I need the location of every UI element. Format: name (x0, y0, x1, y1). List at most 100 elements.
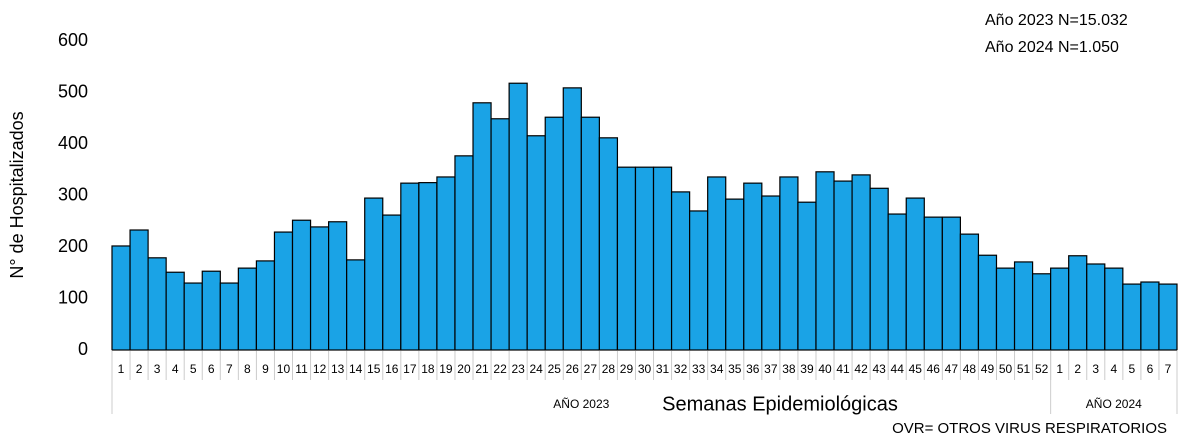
x-tick-label: 19 (439, 362, 453, 376)
bar (652, 166, 673, 351)
x-tick-label: 16 (385, 362, 399, 376)
bar (183, 282, 203, 351)
bar (923, 216, 943, 351)
annotation: Año 2023 N=15.032 (985, 12, 1128, 29)
bar (670, 191, 691, 351)
x-tick-label: 35 (728, 362, 742, 376)
group-label: AÑO 2023 (553, 397, 609, 411)
x-tick-label: 38 (782, 362, 796, 376)
x-tick-label: 43 (872, 362, 886, 376)
bar (707, 176, 727, 351)
x-tick-label: 36 (746, 362, 760, 376)
x-tick-label: 2 (1074, 362, 1081, 376)
bar (995, 267, 1016, 351)
bar (833, 180, 853, 351)
bar (508, 82, 528, 351)
bar (1104, 267, 1124, 351)
x-tick-label: 23 (511, 362, 525, 376)
x-tick-label: 12 (313, 362, 327, 376)
bar (779, 176, 799, 351)
bar (291, 219, 312, 351)
bar (346, 259, 366, 351)
x-tick-label: 27 (584, 362, 598, 376)
x-tick-label: 30 (638, 362, 652, 376)
bar (959, 233, 980, 351)
bar (364, 197, 384, 351)
bar (598, 137, 619, 351)
x-tick-label: 47 (945, 362, 959, 376)
bar (725, 198, 745, 351)
bar (237, 267, 258, 351)
x-tick-label: 33 (692, 362, 706, 376)
bar (526, 135, 546, 351)
bar (147, 257, 167, 351)
y-tick-label: 400 (58, 133, 88, 153)
x-tick-label: 24 (530, 362, 544, 376)
x-tick-label: 32 (674, 362, 688, 376)
annotation: Año 2024 N=1.050 (985, 39, 1119, 56)
x-tick-label: 44 (891, 362, 905, 376)
footnote: OVR= OTROS VIRUS RESPIRATORIOS (892, 420, 1167, 437)
bar (382, 214, 402, 351)
y-tick-label: 100 (58, 287, 88, 307)
bar (129, 229, 149, 351)
x-tick-label: 18 (421, 362, 435, 376)
bar (851, 174, 871, 351)
y-tick-label: 200 (58, 236, 88, 256)
bar (905, 197, 925, 351)
bar (255, 260, 276, 351)
bar (815, 171, 835, 351)
bar (977, 254, 998, 351)
x-tick-label: 3 (1092, 362, 1099, 376)
bar (418, 182, 438, 351)
bar (436, 176, 456, 351)
y-tick-label: 600 (58, 30, 88, 50)
x-tick-label: 15 (367, 362, 381, 376)
x-tick-label: 22 (493, 362, 507, 376)
x-tick-label: 26 (566, 362, 580, 376)
x-tick-label: 5 (1129, 362, 1136, 376)
x-tick-label: 29 (620, 362, 634, 376)
x-tick-label: 46 (927, 362, 941, 376)
x-tick-label: 37 (764, 362, 778, 376)
x-tick-label: 52 (1035, 362, 1049, 376)
x-tick-label: 14 (349, 362, 363, 376)
x-tick-label: 25 (548, 362, 562, 376)
group-label: AÑO 2024 (1086, 397, 1142, 411)
bar (941, 216, 961, 351)
bar (490, 118, 510, 351)
bar (273, 231, 294, 351)
y-tick-label: 300 (58, 184, 88, 204)
bar (1086, 263, 1106, 351)
x-tick-label: 11 (295, 362, 308, 376)
x-tick-label: 4 (172, 362, 179, 376)
x-axis-title: Semanas Epidemiológicas (662, 393, 898, 415)
x-tick-label: 13 (331, 362, 345, 376)
bar (887, 213, 907, 351)
bar (111, 245, 131, 351)
x-tick-label: 1 (1056, 362, 1063, 376)
x-tick-label: 6 (208, 362, 215, 376)
x-tick-label: 20 (457, 362, 471, 376)
bar (165, 271, 185, 351)
bar (562, 87, 582, 351)
x-tick-label: 4 (1110, 362, 1117, 376)
bar (1140, 281, 1160, 351)
bar (328, 221, 348, 351)
x-tick-label: 48 (963, 362, 977, 376)
bar (544, 116, 564, 351)
x-tick-label: 31 (656, 362, 670, 376)
bar (201, 270, 221, 351)
x-tick-label: 2 (136, 362, 143, 376)
bar (1013, 261, 1034, 351)
bar (869, 187, 889, 351)
x-tick-label: 49 (981, 362, 995, 376)
bar (1122, 283, 1142, 351)
bar (472, 102, 492, 351)
y-tick-label: 0 (78, 339, 88, 359)
x-tick-label: 6 (1147, 362, 1154, 376)
bar (797, 201, 817, 351)
x-tick-label: 34 (710, 362, 724, 376)
x-tick-label: 8 (244, 362, 251, 376)
x-tick-label: 17 (403, 362, 417, 376)
